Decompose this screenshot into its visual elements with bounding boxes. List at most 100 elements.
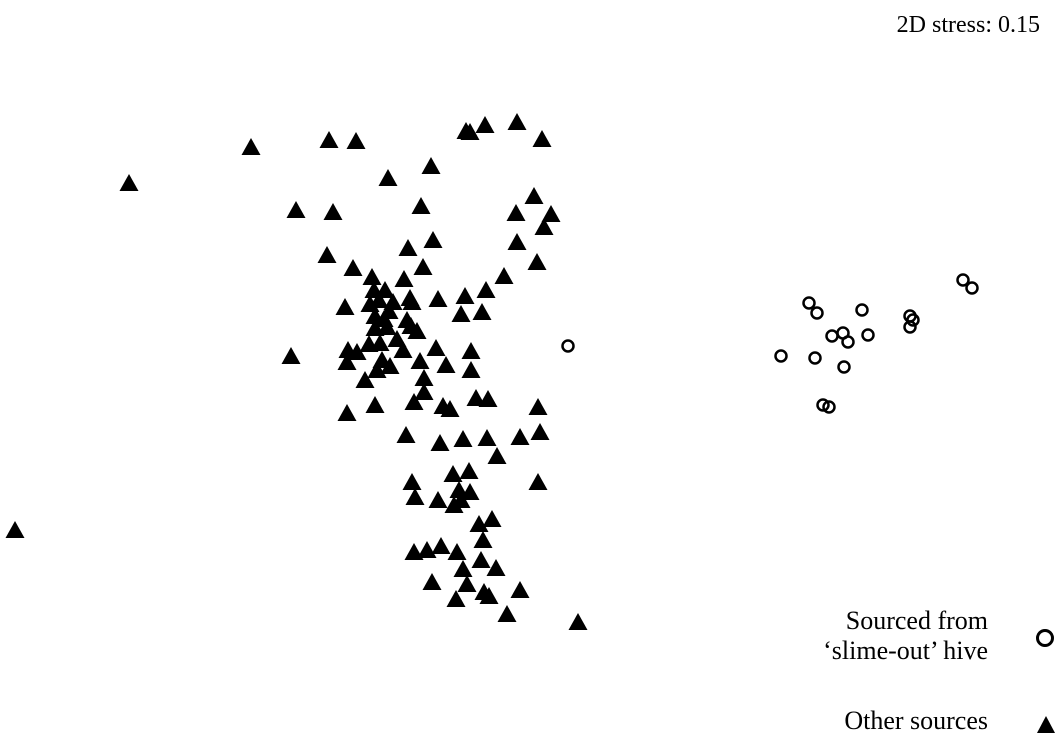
- point-other-source-29: [377, 318, 397, 335]
- point-other-source-50: [413, 258, 433, 275]
- point-other-source-64: [440, 400, 460, 417]
- point-other-source-14: [346, 132, 366, 149]
- point-other-source-56: [423, 231, 443, 248]
- point-other-source-15: [355, 371, 375, 388]
- point-other-source-104: [527, 253, 547, 270]
- point-other-source-61: [431, 537, 451, 554]
- point-other-source-69: [449, 481, 469, 498]
- legend-marker-triangle: [1037, 716, 1055, 733]
- point-other-source-45: [405, 488, 425, 505]
- legend: [1036, 629, 1055, 733]
- point-slime-out-5: [825, 329, 839, 343]
- point-other-source-46: [404, 543, 424, 560]
- point-other-source-101: [510, 428, 530, 445]
- point-other-source-93: [482, 510, 502, 527]
- point-other-source-106: [530, 423, 550, 440]
- point-other-source-111: [568, 613, 588, 630]
- point-other-source-99: [507, 113, 527, 130]
- point-other-source-32: [379, 302, 399, 319]
- point-slime-out-2: [802, 296, 816, 310]
- point-other-source-74: [455, 287, 475, 304]
- point-slime-out-3: [810, 306, 824, 320]
- point-other-source-7: [323, 203, 343, 220]
- point-other-source-88: [475, 116, 495, 133]
- point-other-source-102: [510, 581, 530, 598]
- point-other-source-81: [461, 361, 481, 378]
- point-other-source-77: [460, 123, 480, 140]
- point-other-source-13: [347, 343, 367, 360]
- point-other-source-85: [472, 303, 492, 320]
- point-other-source-90: [477, 429, 497, 446]
- point-other-source-72: [453, 430, 473, 447]
- point-other-source-3: [281, 347, 301, 364]
- point-other-source-2: [241, 138, 261, 155]
- legend-label-slime-out: Sourced from ‘slime-out’ hive: [823, 606, 988, 666]
- point-other-source-103: [524, 187, 544, 204]
- legend-label-other-sources: Other sources: [844, 706, 988, 735]
- point-other-source-65: [443, 465, 463, 482]
- point-slime-out-11: [816, 398, 830, 412]
- point-slime-out-7: [841, 335, 855, 349]
- point-slime-out-0: [561, 339, 575, 353]
- point-other-source-12: [343, 259, 363, 276]
- point-other-source-70: [451, 305, 471, 322]
- point-slime-out-16: [956, 273, 970, 287]
- point-other-source-58: [428, 290, 448, 307]
- point-slime-out-8: [855, 303, 869, 317]
- point-other-source-54: [421, 157, 441, 174]
- legend-marker-circle: [1036, 629, 1054, 647]
- point-other-source-42: [402, 293, 422, 310]
- point-other-source-109: [534, 218, 554, 235]
- point-other-source-36: [393, 341, 413, 358]
- point-other-source-55: [422, 573, 442, 590]
- point-other-source-59: [428, 491, 448, 508]
- point-slime-out-1: [774, 349, 788, 363]
- point-other-source-60: [430, 434, 450, 451]
- point-other-source-57: [426, 339, 446, 356]
- point-other-source-86: [473, 531, 493, 548]
- point-other-source-94: [487, 447, 507, 464]
- point-other-source-53: [417, 541, 437, 558]
- point-slime-out-12: [822, 400, 836, 414]
- point-other-source-63: [436, 356, 456, 373]
- point-other-source-9: [335, 298, 355, 315]
- point-other-source-107: [528, 473, 548, 490]
- point-other-source-35: [394, 270, 414, 287]
- point-other-source-49: [411, 197, 431, 214]
- point-other-source-28: [375, 281, 395, 298]
- point-other-source-67: [446, 590, 466, 607]
- point-other-source-95: [486, 559, 506, 576]
- point-other-source-6: [319, 131, 339, 148]
- point-other-source-89: [476, 281, 496, 298]
- point-other-source-5: [317, 246, 337, 263]
- point-other-source-82: [466, 389, 486, 406]
- stress-annotation: 2D stress: 0.15: [896, 12, 1040, 38]
- point-slime-out-17: [965, 281, 979, 295]
- point-other-source-34: [387, 330, 407, 347]
- point-other-source-97: [497, 605, 517, 622]
- point-other-source-39: [398, 239, 418, 256]
- point-other-source-48: [410, 352, 430, 369]
- point-other-source-79: [460, 483, 480, 500]
- point-other-source-38: [396, 426, 416, 443]
- point-slime-out-10: [837, 360, 851, 374]
- point-slime-out-15: [903, 320, 917, 334]
- point-other-source-80: [461, 342, 481, 359]
- point-other-source-23: [365, 396, 385, 413]
- point-other-source-0: [5, 521, 25, 538]
- point-other-source-51: [414, 369, 434, 386]
- point-other-source-52: [414, 383, 434, 400]
- point-other-source-96: [494, 267, 514, 284]
- point-other-source-33: [383, 293, 403, 310]
- point-other-source-76: [457, 575, 477, 592]
- legend-label-line: ‘slime-out’ hive: [823, 636, 988, 665]
- point-other-source-98: [506, 204, 526, 221]
- point-other-source-73: [453, 560, 473, 577]
- point-other-source-78: [459, 462, 479, 479]
- point-other-source-31: [378, 169, 398, 186]
- point-other-source-43: [402, 473, 422, 490]
- legend-label-line: Sourced from: [845, 606, 988, 635]
- point-other-source-1: [119, 174, 139, 191]
- point-other-source-110: [541, 205, 561, 222]
